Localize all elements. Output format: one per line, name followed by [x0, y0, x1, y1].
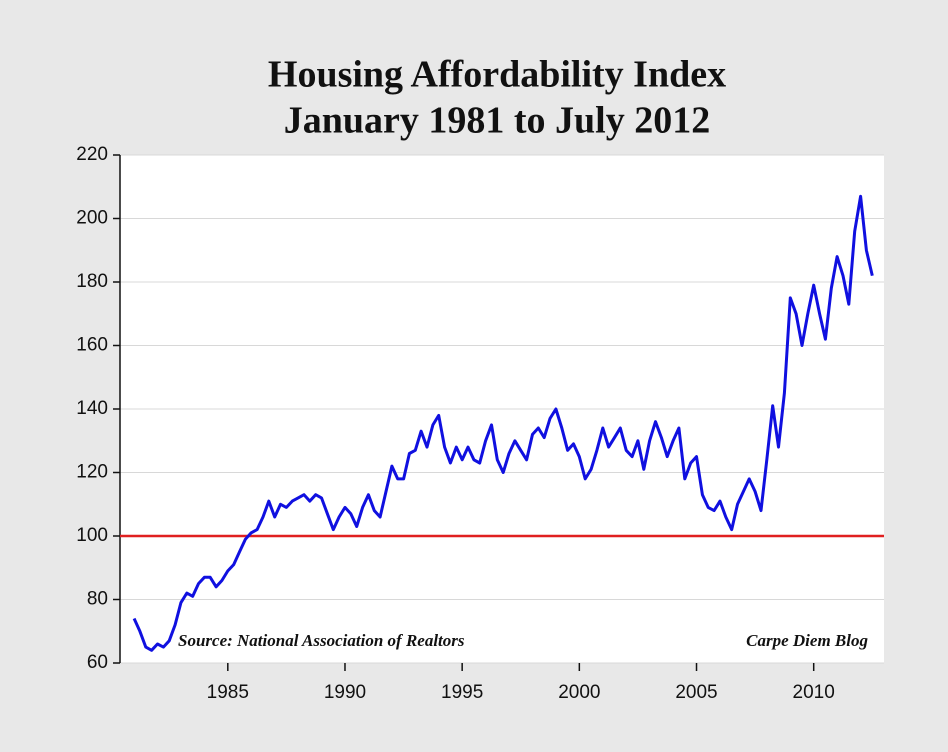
- y-tick-label: 120: [76, 462, 108, 483]
- data-line: [132, 194, 874, 652]
- y-tick-label: 180: [76, 271, 108, 292]
- blog-note: Carpe Diem Blog: [746, 631, 868, 650]
- x-tick-label: 2010: [793, 682, 835, 703]
- y-tick-label: 80: [87, 589, 108, 610]
- chart-subtitle: January 1981 to July 2012: [284, 100, 710, 142]
- x-tick-label: 2005: [675, 682, 717, 703]
- source-note: Source: National Association of Realtors: [178, 631, 465, 650]
- y-tick-label: 60: [87, 652, 108, 673]
- x-tick-label: 1990: [324, 682, 366, 703]
- x-tick-label: 1985: [207, 682, 249, 703]
- chart-title: Housing Affordability Index: [268, 54, 726, 96]
- x-tick-label: 2000: [558, 682, 600, 703]
- y-tick-label: 140: [76, 398, 108, 419]
- y-tick-label: 200: [76, 208, 108, 229]
- y-tick-label: 160: [76, 335, 108, 356]
- x-tick-label: 1995: [441, 682, 483, 703]
- y-tick-label: 220: [76, 144, 108, 165]
- y-tick-label: 100: [76, 525, 108, 546]
